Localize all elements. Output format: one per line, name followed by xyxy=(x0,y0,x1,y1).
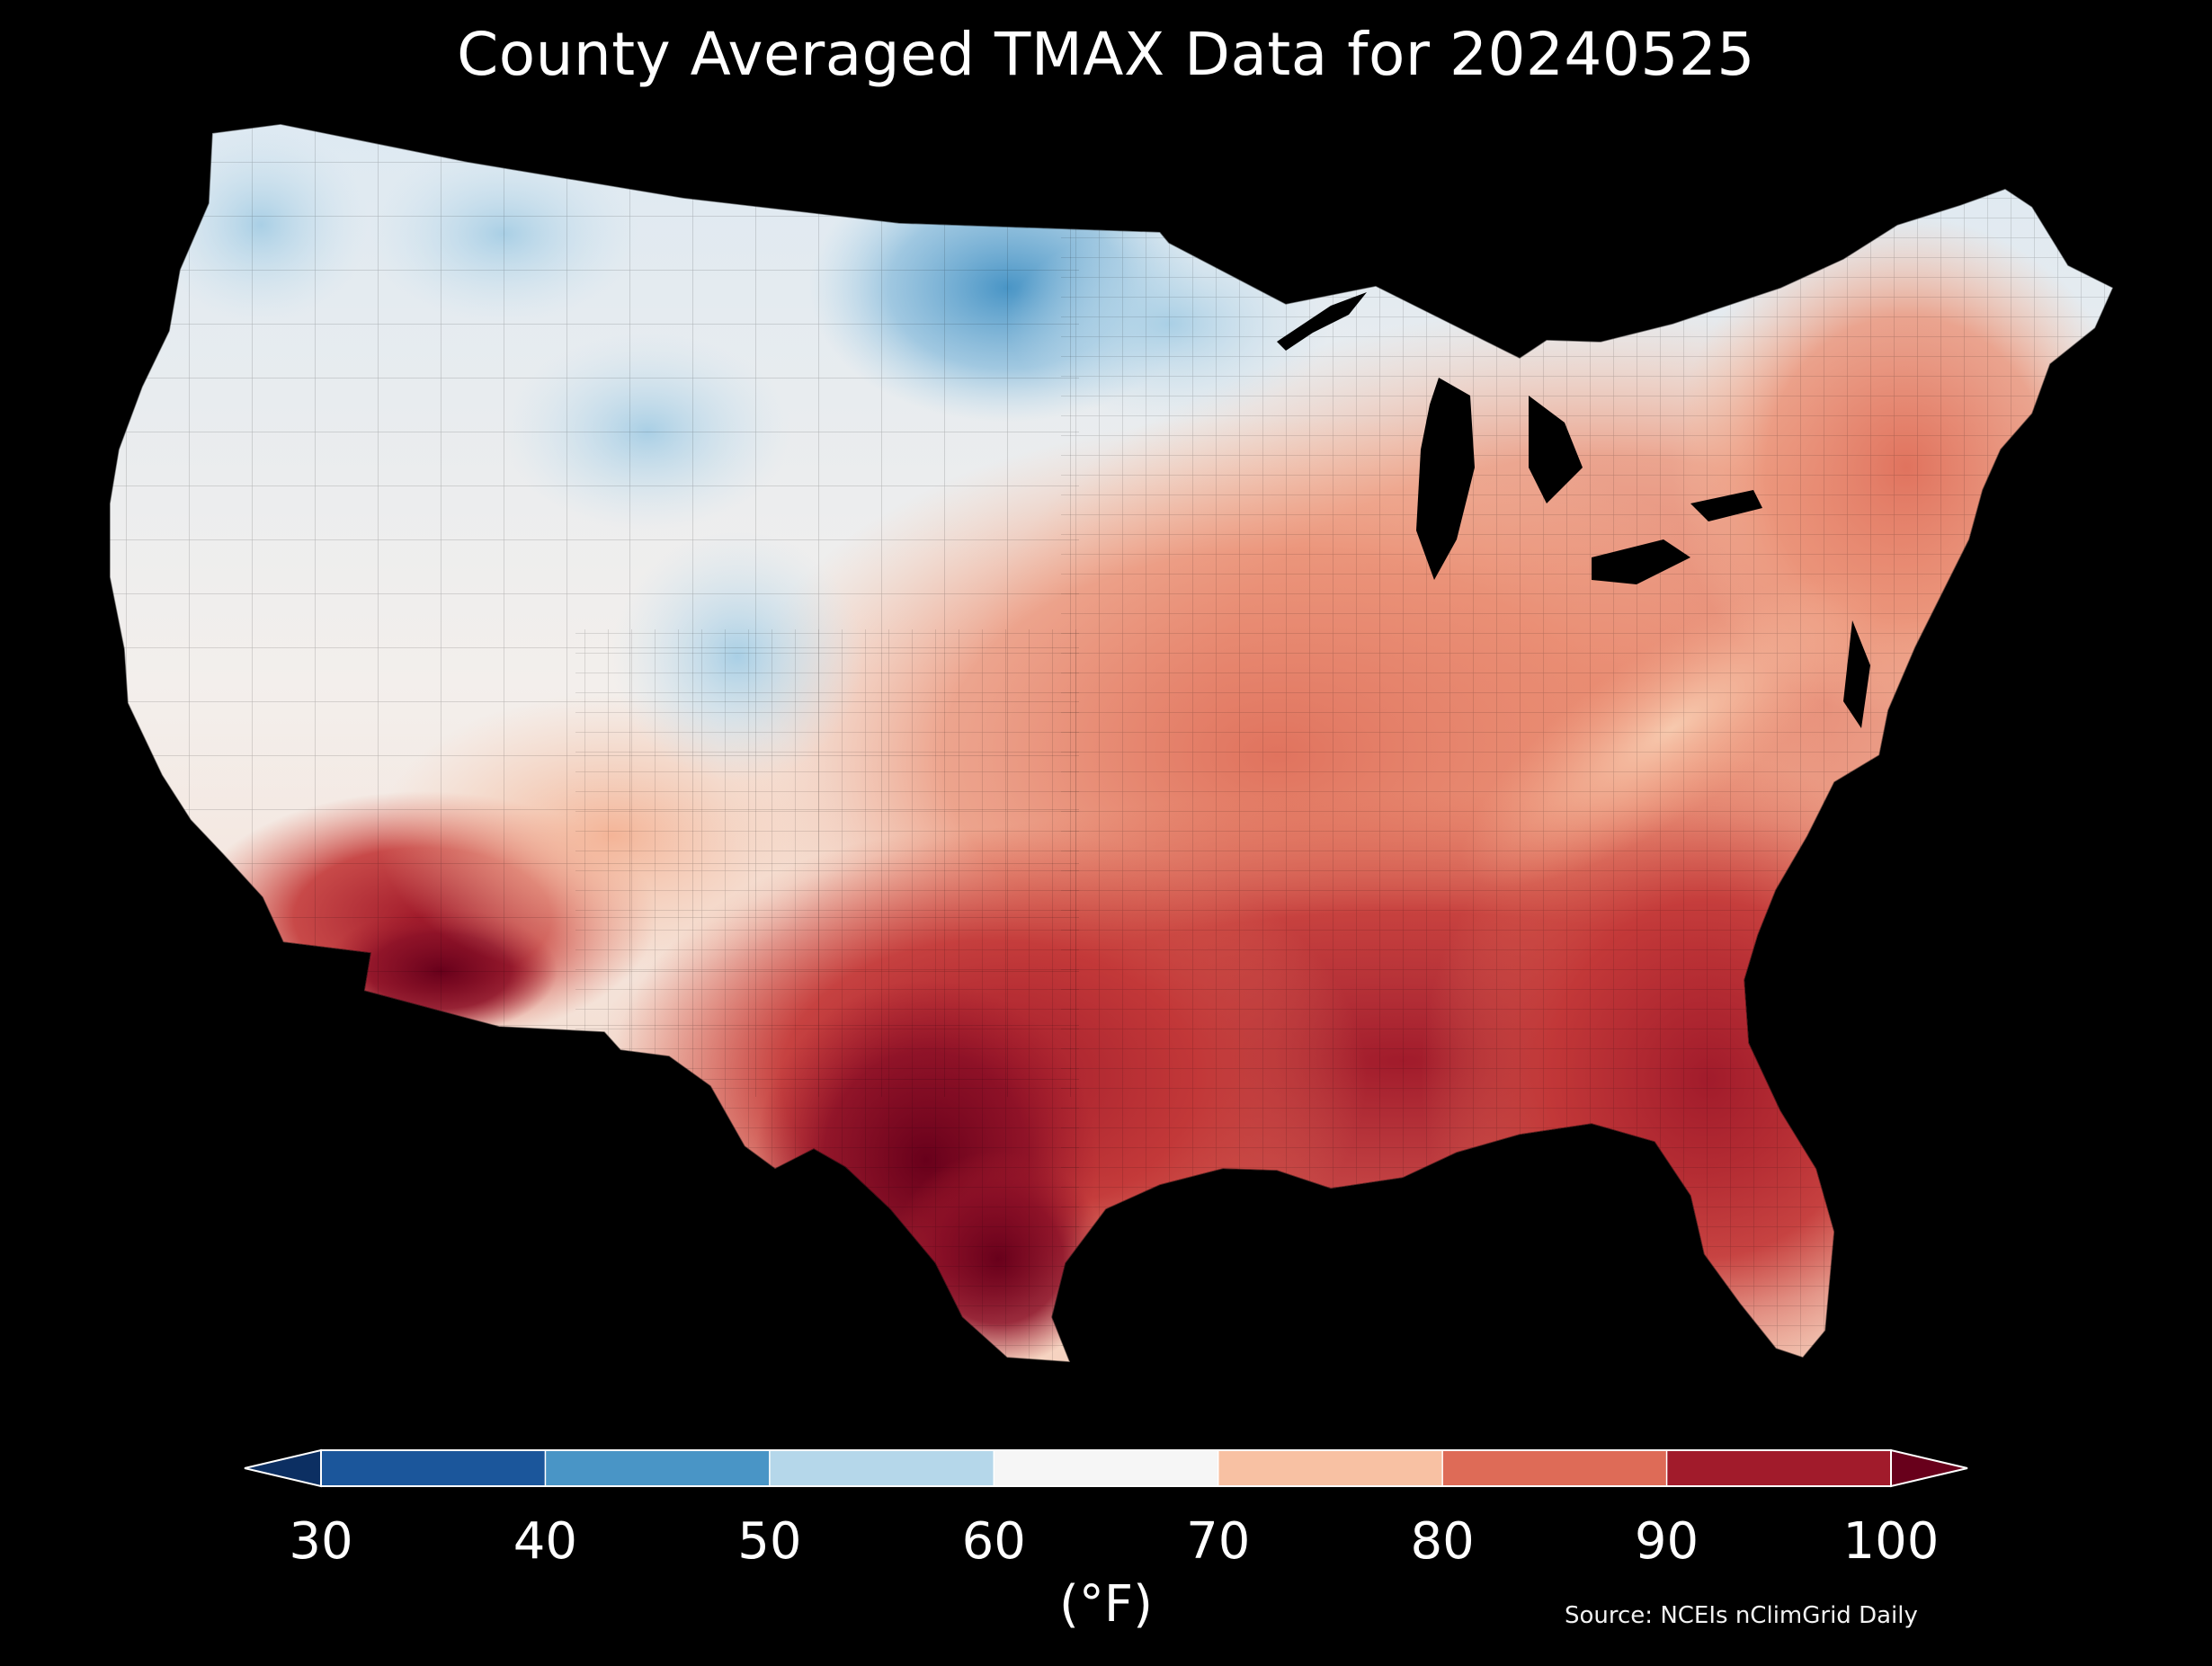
colorbar-tick-70: 70 xyxy=(1186,1512,1251,1571)
colorbar-tick-40: 40 xyxy=(513,1512,578,1571)
colorbar-tick-60: 60 xyxy=(961,1512,1026,1571)
colorbar-tick-30: 30 xyxy=(289,1512,353,1571)
colorbar-units-label: (°F) xyxy=(1059,1575,1153,1634)
colorbar-bin-60-70 xyxy=(994,1450,1218,1486)
colorbar-bin-80-90 xyxy=(1442,1450,1667,1486)
colorbar-bin-50-60 xyxy=(769,1450,995,1486)
great-lakes xyxy=(1277,292,1870,728)
source-credit: Source: NCEIs nClimGrid Daily xyxy=(1565,1602,1918,1629)
colorbar-tick-80: 80 xyxy=(1410,1512,1475,1571)
colorbar-under-arrow xyxy=(244,1448,322,1488)
colorbar-tick-90: 90 xyxy=(1634,1512,1699,1571)
map-title: County Averaged TMAX Data for 20240525 xyxy=(457,20,1755,89)
colorbar-bin-90-100 xyxy=(1666,1450,1891,1486)
colorbar-over-arrow xyxy=(1890,1448,1968,1488)
colorbar-bin-70-80 xyxy=(1217,1450,1443,1486)
colorbar-tick-50: 50 xyxy=(737,1512,802,1571)
colorbar-bin-30-40 xyxy=(321,1450,546,1486)
colorbar-bin-40-50 xyxy=(545,1450,770,1486)
colorbar-frame xyxy=(320,1449,1892,1487)
colorbar-tick-100: 100 xyxy=(1842,1512,1940,1571)
choropleth-map xyxy=(109,123,2114,1363)
